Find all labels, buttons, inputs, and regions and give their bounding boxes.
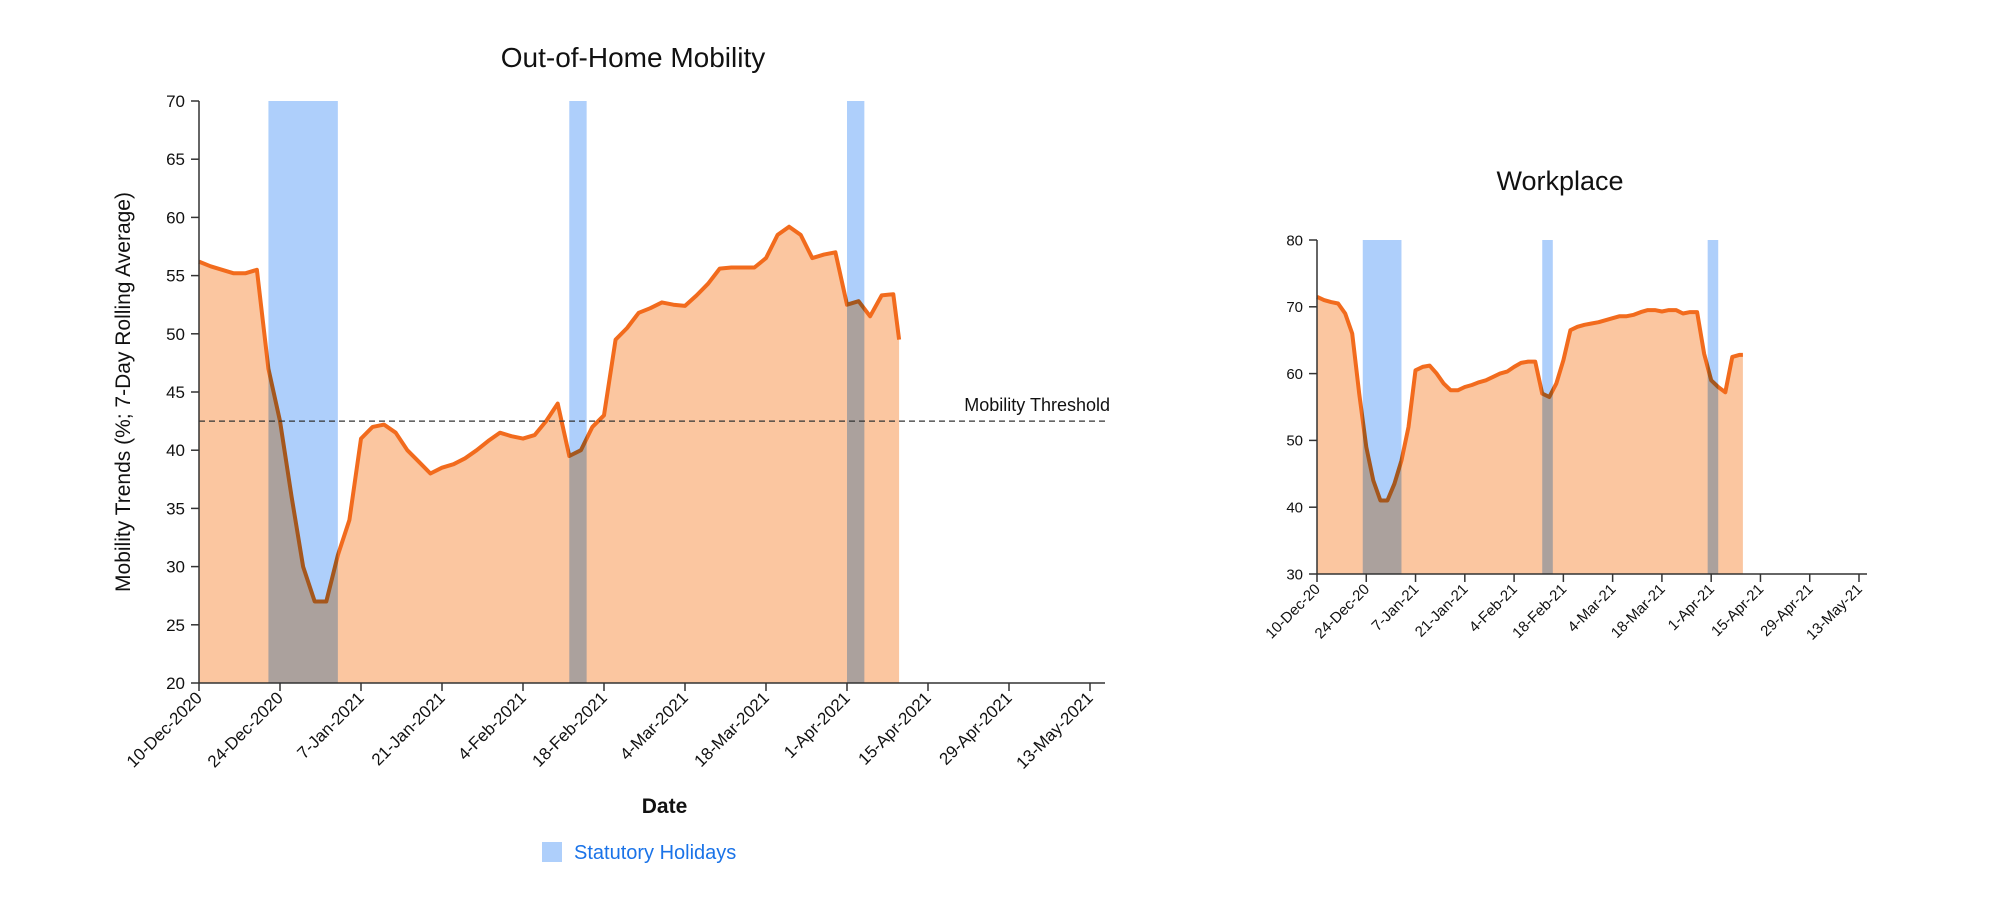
x-tick-label: 18-Feb-21	[1509, 581, 1570, 642]
holiday-band	[1362, 240, 1402, 574]
legend-swatch	[542, 842, 562, 862]
threshold-label: Mobility Threshold	[964, 395, 1110, 415]
holiday-band	[1707, 240, 1719, 574]
area	[199, 226, 900, 683]
holiday-band	[569, 101, 587, 683]
y-tick-label: 70	[166, 92, 185, 111]
area	[1317, 296, 1743, 574]
y-tick-label: 45	[166, 383, 185, 402]
holiday-band	[268, 101, 338, 683]
x-tick-label: 18-Mar-2021	[691, 688, 773, 770]
y-tick-label: 50	[166, 325, 185, 344]
x-tick-label: 13-May-2021	[1013, 688, 1097, 772]
y-tick-label: 40	[166, 441, 185, 460]
chart-title: Workplace	[1496, 166, 1623, 196]
x-tick-label: 7-Jan-2021	[294, 688, 368, 762]
y-tick-label: 30	[1286, 566, 1303, 583]
y-tick-label: 20	[166, 674, 185, 693]
y-tick-label: 25	[166, 616, 185, 635]
x-tick-label: 15-Apr-21	[1708, 581, 1767, 640]
x-tick-label: 1-Apr-2021	[780, 688, 854, 762]
legend-label: Statutory Holidays	[574, 842, 736, 864]
x-tick-label: 4-Feb-2021	[454, 688, 530, 764]
x-tick-label: 15-Apr-2021	[855, 688, 935, 768]
x-axis-label: Date	[642, 795, 688, 818]
y-tick-label: 40	[1286, 499, 1303, 516]
holiday-band	[1542, 240, 1553, 574]
x-tick-label: 10-Dec-2020	[123, 688, 206, 771]
x-tick-label: 18-Mar-21	[1608, 581, 1669, 642]
y-tick-label: 55	[166, 267, 185, 286]
x-tick-label: 21-Jan-21	[1412, 581, 1472, 641]
y-tick-label: 60	[166, 208, 185, 227]
holiday-band	[847, 101, 865, 683]
y-tick-label: 80	[1286, 232, 1303, 249]
y-axis-label: Mobility Trends (%; 7-Day Rolling Averag…	[112, 192, 135, 592]
x-tick-label: 18-Feb-2021	[529, 688, 611, 770]
x-tick-label: 29-Apr-2021	[936, 688, 1016, 768]
x-tick-label: 4-Mar-2021	[616, 688, 692, 764]
y-tick-label: 50	[1286, 433, 1303, 450]
y-tick-label: 30	[166, 558, 185, 577]
y-tick-label: 35	[166, 499, 185, 518]
x-tick-label: 24-Dec-2020	[204, 688, 287, 771]
y-tick-label: 60	[1286, 366, 1303, 383]
y-tick-label: 70	[1286, 299, 1303, 316]
chart-title: Out-of-Home Mobility	[501, 42, 766, 73]
y-tick-label: 65	[166, 150, 185, 169]
x-tick-label: 21-Jan-2021	[368, 688, 449, 769]
